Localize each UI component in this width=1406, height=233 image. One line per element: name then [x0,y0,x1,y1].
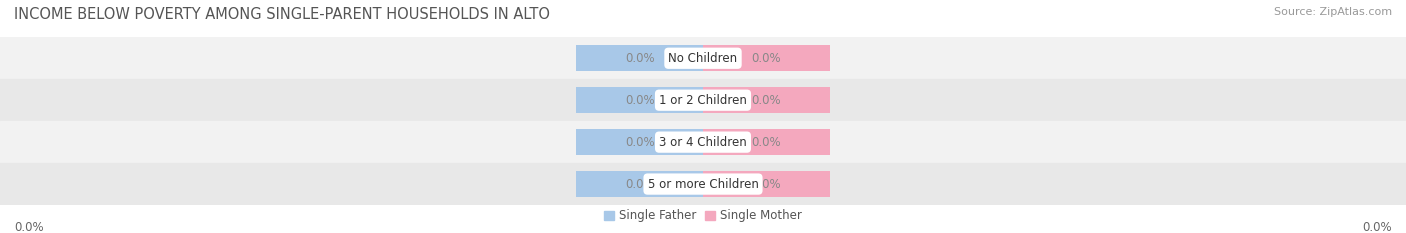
Legend: Single Father, Single Mother: Single Father, Single Mother [600,205,806,227]
Bar [703,45,830,71]
Bar [703,87,830,113]
Text: 0.0%: 0.0% [751,136,782,149]
Text: INCOME BELOW POVERTY AMONG SINGLE-PARENT HOUSEHOLDS IN ALTO: INCOME BELOW POVERTY AMONG SINGLE-PARENT… [14,7,550,22]
Text: 5 or more Children: 5 or more Children [648,178,758,191]
Text: 0.0%: 0.0% [624,136,655,149]
Bar [576,45,703,71]
Text: Source: ZipAtlas.com: Source: ZipAtlas.com [1274,7,1392,17]
Bar [576,87,703,113]
Bar [576,171,703,197]
Text: 0.0%: 0.0% [751,52,782,65]
Text: 3 or 4 Children: 3 or 4 Children [659,136,747,149]
Bar [576,129,703,155]
Text: No Children: No Children [668,52,738,65]
Text: 1 or 2 Children: 1 or 2 Children [659,94,747,107]
Bar [703,171,830,197]
Bar [0,79,1406,121]
Text: 0.0%: 0.0% [1362,221,1392,233]
Bar [0,163,1406,205]
Text: 0.0%: 0.0% [14,221,44,233]
Text: 0.0%: 0.0% [624,94,655,107]
Bar [0,121,1406,163]
Bar [703,129,830,155]
Text: 0.0%: 0.0% [624,52,655,65]
Text: 0.0%: 0.0% [751,178,782,191]
Text: 0.0%: 0.0% [624,178,655,191]
Bar [0,37,1406,79]
Text: 0.0%: 0.0% [751,94,782,107]
